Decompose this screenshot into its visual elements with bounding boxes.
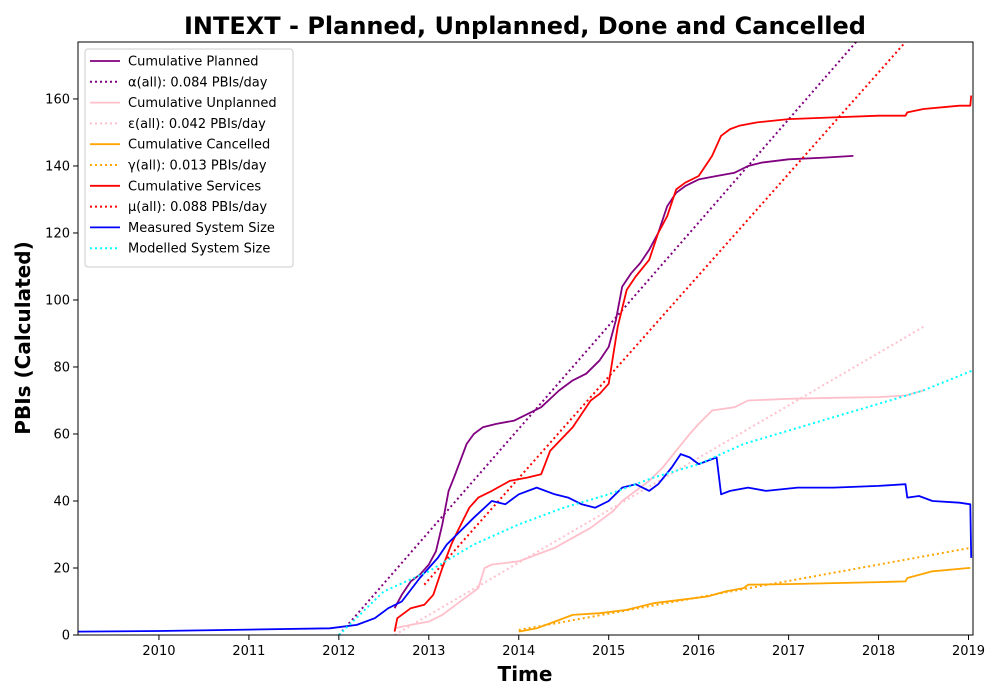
legend-label: Cumulative Cancelled: [128, 138, 270, 153]
legend-label: Cumulative Unplanned: [128, 96, 277, 111]
y-tick-label: 20: [53, 561, 70, 576]
x-tick-label: 2017: [772, 644, 805, 659]
series-line-8: [78, 453, 973, 633]
series-line-3: [394, 325, 925, 635]
y-tick-label: 100: [45, 293, 70, 308]
legend-label: μ(all): 0.088 PBIs/day: [128, 200, 267, 215]
plot-area: [78, 42, 973, 635]
y-tick-label: 40: [53, 494, 70, 509]
legend: Cumulative Planned α(all): 0.084 PBIs/day…: [84, 48, 294, 268]
series-line-4: [518, 567, 971, 633]
chart-title: INTEXT - Planned, Unplanned, Done and Ca…: [184, 12, 866, 40]
legend-box: [84, 48, 294, 268]
legend-label: Modelled System Size: [128, 242, 270, 257]
x-tick-label: 2012: [322, 644, 355, 659]
x-tick-label: 2016: [682, 644, 715, 659]
x-tick-label: 2019: [952, 644, 985, 659]
legend-label: ε(all): 0.042 PBIs/day: [128, 117, 266, 132]
y-tick-label: 0: [62, 629, 70, 644]
x-tick-label: 2010: [142, 644, 175, 659]
y-tick-label: 160: [45, 92, 70, 107]
y-tick-label: 120: [45, 226, 70, 241]
legend-label: Cumulative Planned: [128, 55, 258, 70]
y-tick-label: 60: [53, 427, 70, 442]
series-line-2: [394, 389, 924, 630]
y-tick-label: 80: [53, 360, 70, 375]
series-line-9: [338, 369, 973, 635]
y-axis-title: PBIs (Calculated): [11, 241, 35, 434]
legend-label: Measured System Size: [128, 221, 275, 236]
y-tick-label: 140: [45, 159, 70, 174]
legend-label: γ(all): 0.013 PBIs/day: [128, 159, 267, 174]
axis-ticks: 2010 2011 2012 2013 2014 2015 2016 2017 2018 2019…: [45, 92, 985, 659]
x-tick-label: 2018: [862, 644, 895, 659]
plot-frame: [77, 41, 974, 636]
series-line-5: [518, 546, 971, 631]
legend-label: Cumulative Services: [128, 179, 261, 194]
x-tick-label: 2015: [592, 644, 625, 659]
x-axis-title: Time: [498, 662, 553, 686]
series-line-1: [338, 42, 857, 635]
series-line-6: [393, 95, 973, 632]
x-tick-label: 2011: [232, 644, 265, 659]
x-tick-label: 2013: [412, 644, 445, 659]
series-line-7: [423, 42, 907, 586]
legend-label: α(all): 0.084 PBIs/day: [128, 75, 268, 90]
x-tick-label: 2014: [502, 644, 535, 659]
